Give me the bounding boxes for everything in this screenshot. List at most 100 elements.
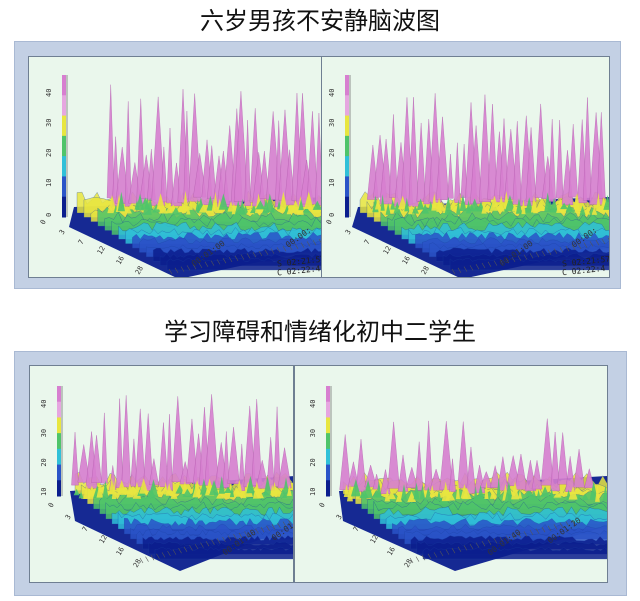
time-axis-tick <box>439 550 444 557</box>
eeg-ridge <box>186 205 191 215</box>
time-axis-tick <box>493 260 498 266</box>
eeg-ridge <box>413 482 420 500</box>
time-axis-tick <box>260 527 265 533</box>
eeg-peak <box>514 453 528 490</box>
time-axis-tick <box>233 534 237 540</box>
color-scale-segment <box>57 386 61 403</box>
eeg-ridge <box>171 207 181 215</box>
eeg-ridge <box>290 200 301 212</box>
eeg-ridge <box>192 480 202 498</box>
eeg-peak <box>512 121 523 205</box>
eeg-ridge <box>431 193 438 211</box>
color-scale-segment <box>57 417 61 434</box>
time-axis-tick <box>200 542 204 548</box>
z-tick-label: 40 <box>45 89 53 97</box>
time-axis-tick <box>216 538 221 544</box>
time-axis-tick <box>559 522 564 529</box>
eeg-ridge <box>312 200 322 210</box>
z-tick-label: 20 <box>309 458 317 466</box>
eeg-ridge <box>393 201 402 214</box>
eeg-ridge <box>429 484 435 497</box>
eeg-ridge <box>395 492 402 502</box>
color-scale-segment <box>62 115 66 137</box>
depth-tick-label: 12 <box>98 534 109 545</box>
time-axis-tick <box>535 252 540 258</box>
time-axis-tick <box>565 521 570 527</box>
time-axis-tick <box>282 246 287 252</box>
time-axis-tick <box>246 253 251 259</box>
eeg-ridge <box>229 485 235 498</box>
eeg-peak <box>447 154 454 199</box>
time-axis-tick <box>183 546 188 552</box>
eeg-peak <box>238 443 246 491</box>
eeg-peak <box>71 432 79 486</box>
z-tick-label: 20 <box>45 149 53 157</box>
eeg-ridge <box>540 486 550 497</box>
eeg-ridge <box>404 197 410 212</box>
eeg-peak <box>100 412 108 484</box>
time-axis-tick <box>150 555 155 561</box>
eeg-peak <box>557 432 568 485</box>
depth-tick-label: 12 <box>369 534 380 545</box>
z-tick-label: 20 <box>40 458 48 466</box>
time-axis-tick <box>205 541 210 547</box>
eeg-ridge <box>126 482 134 498</box>
eeg-ridge <box>380 194 385 211</box>
eeg-ridge <box>489 195 500 211</box>
eeg-peak <box>255 460 269 489</box>
eeg-ridge <box>557 490 566 497</box>
time-axis-tick <box>511 256 516 263</box>
eeg-ridge <box>188 200 193 210</box>
time-axis-tick <box>535 528 540 534</box>
time-axis-tick <box>168 268 173 275</box>
eeg-ridge <box>595 483 600 502</box>
eeg-ridge <box>279 488 288 499</box>
eeg-ridge <box>303 205 310 213</box>
eeg-ridge <box>477 484 484 499</box>
eeg-peak <box>306 111 319 205</box>
eeg-ridge <box>595 192 601 211</box>
z-tick-label: 40 <box>309 400 317 408</box>
eeg-peak <box>478 94 491 202</box>
time-axis-tick <box>255 528 259 534</box>
time-axis-tick <box>227 535 232 541</box>
time-axis-tick <box>421 555 426 561</box>
z-tick-label: 30 <box>309 429 317 437</box>
time-axis-tick <box>264 249 269 255</box>
surface-row <box>449 258 609 271</box>
eeg-ridge <box>231 202 237 215</box>
time-axis-tick <box>481 262 486 269</box>
eeg-peak <box>244 120 251 206</box>
eeg-ridge <box>591 206 598 215</box>
eeg-ridge <box>511 481 520 500</box>
eeg-peak <box>204 394 219 486</box>
z-tick-label: 10 <box>328 179 336 187</box>
time-axis-tick <box>541 527 546 533</box>
z-tick-label: 40 <box>40 400 48 408</box>
time-axis-tick <box>139 557 144 564</box>
eeg-peak <box>550 431 560 492</box>
eeg-peak <box>596 112 606 199</box>
eeg-peak <box>415 441 424 491</box>
time-axis-tick <box>487 261 492 267</box>
time-axis-tick <box>174 267 179 273</box>
eeg-ridge <box>218 476 225 494</box>
eeg-peak <box>273 406 281 487</box>
time-axis-tick <box>167 550 171 557</box>
eeg-ridge <box>436 490 442 501</box>
eeg-ridge <box>209 479 219 496</box>
time-axis-tick <box>475 264 480 270</box>
eeg-ridge <box>282 477 290 495</box>
eeg-ridge <box>147 197 153 211</box>
section-1-frame: 40 30 20 10 0 0 3 7 12 16 28 00:01:00 00:00: S 02:… <box>14 41 621 289</box>
time-axis-tick <box>282 521 287 527</box>
eeg-ridge <box>271 481 278 496</box>
time-axis-tick <box>493 538 498 544</box>
time-axis-tick <box>194 543 199 550</box>
eeg-peak <box>259 150 270 199</box>
depth-tick-label: 28 <box>403 558 414 569</box>
color-scale-segment <box>326 480 330 497</box>
eeg-ridge <box>223 486 233 494</box>
eeg-ridge <box>165 483 173 496</box>
eeg-ridge <box>107 194 117 214</box>
